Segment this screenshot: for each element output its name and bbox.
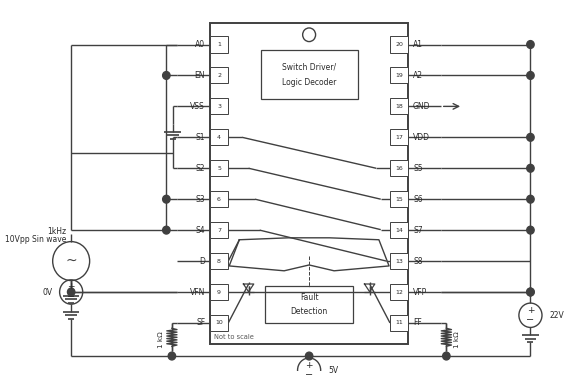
- Text: S8: S8: [413, 256, 422, 266]
- Bar: [210, 191, 229, 207]
- Circle shape: [527, 71, 534, 79]
- Bar: [390, 129, 408, 145]
- Text: Fault: Fault: [300, 293, 319, 302]
- Text: 1 kΩ: 1 kΩ: [454, 331, 460, 348]
- Text: 5: 5: [217, 166, 221, 171]
- Bar: [210, 284, 229, 300]
- Text: A0: A0: [195, 40, 205, 49]
- Circle shape: [527, 165, 534, 172]
- Text: VSS: VSS: [191, 102, 205, 111]
- Circle shape: [527, 226, 534, 234]
- Bar: [210, 23, 408, 344]
- Circle shape: [527, 288, 534, 296]
- Text: 14: 14: [395, 228, 403, 233]
- Circle shape: [163, 195, 170, 203]
- Text: +: +: [527, 306, 534, 315]
- Text: +: +: [67, 282, 75, 291]
- Text: −: −: [67, 292, 75, 302]
- Text: S7: S7: [413, 226, 423, 234]
- Bar: [390, 98, 408, 114]
- Circle shape: [163, 226, 170, 234]
- Circle shape: [163, 71, 170, 79]
- Circle shape: [527, 195, 534, 203]
- Bar: [390, 160, 408, 176]
- Text: 6: 6: [217, 197, 221, 202]
- Text: 22V: 22V: [549, 311, 564, 320]
- Text: A2: A2: [413, 71, 423, 80]
- Text: S6: S6: [413, 195, 423, 204]
- Text: 4: 4: [217, 135, 221, 140]
- Bar: [390, 253, 408, 269]
- Text: VFP: VFP: [413, 288, 428, 296]
- Circle shape: [306, 352, 313, 360]
- Text: 17: 17: [395, 135, 403, 140]
- Text: Logic Decoder: Logic Decoder: [282, 78, 336, 87]
- Text: FF: FF: [413, 318, 422, 328]
- Circle shape: [527, 133, 534, 141]
- Text: 9: 9: [217, 290, 221, 294]
- Text: S1: S1: [196, 133, 205, 142]
- Text: 20: 20: [395, 42, 403, 47]
- Text: 15: 15: [395, 197, 403, 202]
- Text: 1: 1: [217, 42, 221, 47]
- Text: 13: 13: [395, 258, 403, 264]
- Text: Detection: Detection: [290, 307, 328, 316]
- Text: VFN: VFN: [190, 288, 205, 296]
- Bar: [390, 191, 408, 207]
- Text: 10Vpp Sin wave: 10Vpp Sin wave: [5, 235, 66, 244]
- Text: SF: SF: [196, 318, 205, 328]
- Text: 3: 3: [217, 104, 221, 109]
- Bar: [390, 36, 408, 52]
- Text: 11: 11: [395, 320, 403, 325]
- Circle shape: [168, 352, 176, 360]
- Circle shape: [527, 41, 534, 48]
- Text: ~: ~: [65, 254, 77, 268]
- Text: 18: 18: [395, 104, 403, 109]
- Text: 5V: 5V: [328, 366, 338, 375]
- Text: 2: 2: [217, 73, 221, 78]
- Text: 12: 12: [395, 290, 403, 294]
- Circle shape: [67, 288, 75, 296]
- Text: A1: A1: [413, 40, 423, 49]
- Bar: [210, 315, 229, 331]
- Text: S3: S3: [196, 195, 205, 204]
- Bar: [390, 284, 408, 300]
- Bar: [210, 253, 229, 269]
- Text: S5: S5: [413, 164, 423, 173]
- Bar: [210, 67, 229, 84]
- Text: +: +: [306, 361, 313, 370]
- Bar: [210, 98, 229, 114]
- Bar: [210, 36, 229, 52]
- Bar: [210, 160, 229, 176]
- Text: Switch Driver/: Switch Driver/: [282, 62, 336, 71]
- Bar: [261, 50, 358, 99]
- Bar: [390, 222, 408, 238]
- Bar: [210, 129, 229, 145]
- Text: 10: 10: [215, 320, 223, 325]
- Circle shape: [527, 288, 534, 296]
- Bar: [390, 67, 408, 84]
- Text: 16: 16: [395, 166, 403, 171]
- Text: 7: 7: [217, 228, 221, 233]
- Text: Not to scale: Not to scale: [214, 334, 254, 340]
- Text: S4: S4: [196, 226, 205, 234]
- Text: −: −: [526, 315, 535, 325]
- Text: 0V: 0V: [42, 288, 52, 296]
- Circle shape: [443, 352, 450, 360]
- Bar: [390, 315, 408, 331]
- Bar: [265, 286, 353, 323]
- Text: EN: EN: [194, 71, 205, 80]
- Text: VDD: VDD: [413, 133, 430, 142]
- Text: 1 kΩ: 1 kΩ: [158, 331, 164, 348]
- Text: S2: S2: [196, 164, 205, 173]
- Text: 1kHz: 1kHz: [48, 227, 66, 236]
- Text: −: −: [305, 370, 313, 380]
- Text: GND: GND: [413, 102, 430, 111]
- Text: 8: 8: [217, 258, 221, 264]
- Text: D: D: [199, 256, 205, 266]
- Bar: [210, 222, 229, 238]
- Text: 19: 19: [395, 73, 403, 78]
